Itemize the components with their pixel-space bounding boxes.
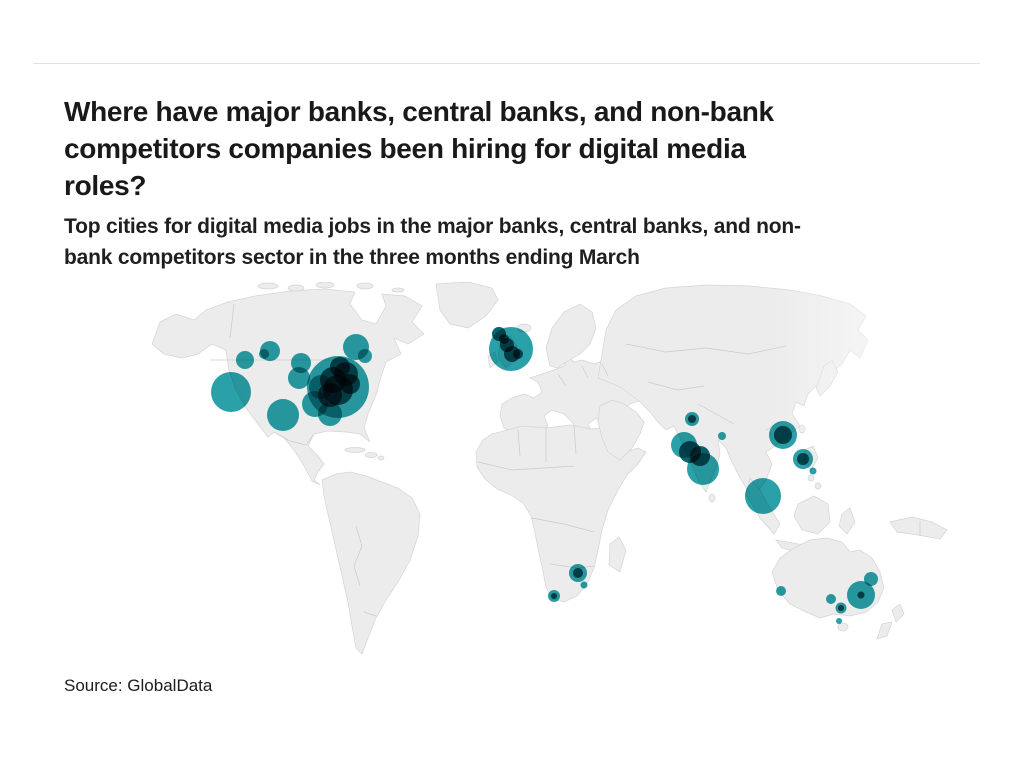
landmass-sulawesi <box>838 507 856 535</box>
landmass-arctic-island <box>391 287 405 293</box>
map-bubble-north-america <box>236 351 254 369</box>
map-bubble-north-america <box>340 374 360 394</box>
map-bubble-southeast-asia <box>745 478 781 514</box>
map-bubble-oceania <box>836 618 842 624</box>
landmass-arctic-island <box>356 282 374 290</box>
border-south-america-1 <box>353 525 363 587</box>
world-bubble-map <box>150 282 1024 672</box>
landmass-cuba <box>344 447 366 453</box>
page-title: Where have major banks, central banks, a… <box>64 95 774 201</box>
map-bubble-north-america <box>288 367 310 389</box>
page-subtitle: Top cities for digital media jobs in the… <box>64 215 801 270</box>
map-bubble-east-asia <box>774 426 792 444</box>
border-central-asia <box>647 381 705 391</box>
map-bubble-north-america <box>211 372 251 412</box>
landmass-philippine-island <box>807 474 815 482</box>
map-bubble-oceania <box>838 605 844 611</box>
map-bubble-oceania <box>826 594 836 604</box>
landmass-tasmania <box>837 622 849 632</box>
map-bubble-north-america <box>259 349 269 359</box>
map-bubble-oceania <box>864 572 878 586</box>
bubble-layer <box>211 327 878 624</box>
map-bubble-north-america <box>358 349 372 363</box>
source-text: Source: GlobalData <box>64 676 213 695</box>
landmass-hispaniola <box>364 452 378 458</box>
landmass-arabia <box>597 399 645 461</box>
border-alaska-yukon <box>229 303 235 339</box>
border-europe <box>557 363 609 387</box>
map-bubble-south-asia <box>687 453 719 485</box>
landmass-new-guinea <box>889 516 948 540</box>
border-north-africa-1 <box>517 429 521 457</box>
landmass-sri-lanka <box>708 493 716 503</box>
map-bubble-africa <box>551 593 557 599</box>
map-bubble-southeast-asia <box>797 453 809 465</box>
map-bubble-north-america <box>267 399 299 431</box>
map-bubble-south-asia <box>688 415 696 423</box>
map-bubble-oceania <box>857 591 865 599</box>
landmass-borneo <box>793 495 831 535</box>
border-himalaya <box>697 403 735 425</box>
header-divider <box>33 63 980 64</box>
map-bubble-europe <box>513 349 523 359</box>
map-bubble-north-america <box>318 383 342 407</box>
landmass-arctic-island <box>287 284 305 292</box>
border-central-africa <box>531 517 595 533</box>
border-south-america-2 <box>363 611 377 617</box>
landmass-south-america <box>321 471 421 655</box>
map-bubble-north-america <box>318 402 342 426</box>
landmass-caribbean-island <box>377 455 385 461</box>
landmass-scandinavia <box>545 303 597 369</box>
world-map-svg <box>151 282 1024 655</box>
landmass-arctic-island <box>257 282 279 290</box>
landmass-philippine-island <box>814 482 822 490</box>
map-bubble-south-asia <box>718 432 726 440</box>
border-russia-south <box>625 343 787 355</box>
landmass-madagascar <box>608 536 627 573</box>
border-us-mexico <box>273 431 315 446</box>
landmass-new-zealand-north <box>891 603 905 623</box>
map-bubble-southeast-asia <box>809 467 817 475</box>
country-borders <box>210 303 921 617</box>
map-bubble-africa <box>573 568 583 578</box>
landmass-new-zealand-south <box>876 621 893 640</box>
map-bubble-africa <box>580 581 588 589</box>
border-north-africa-3 <box>573 425 577 455</box>
landmass-north-america <box>151 288 425 486</box>
landmass-arctic-island <box>315 282 335 289</box>
landmass-greenland <box>435 282 499 329</box>
border-sahel <box>477 461 575 471</box>
map-bubble-oceania <box>776 586 786 596</box>
northeast-asia-fade <box>770 282 1024 432</box>
